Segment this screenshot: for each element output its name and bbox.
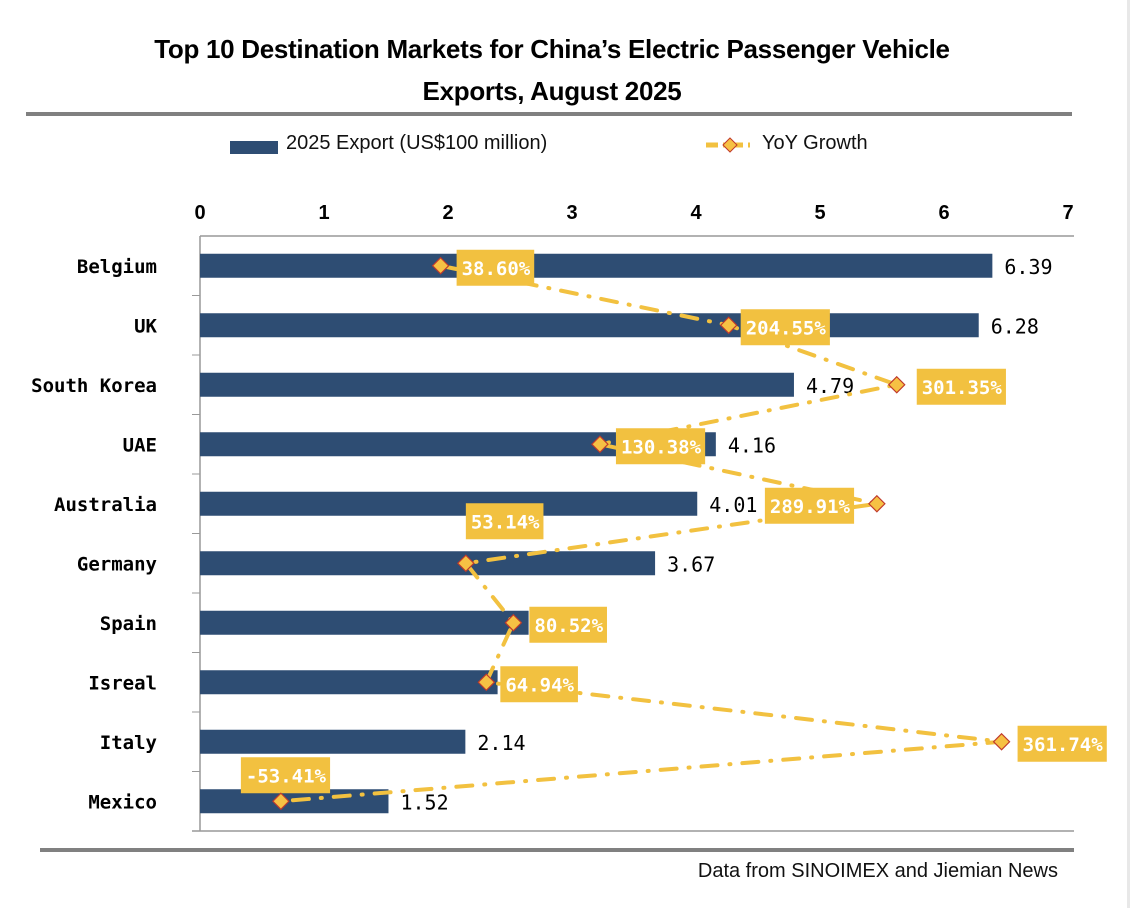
growth-marker (272, 792, 290, 811)
growth-label: 64.94% (505, 674, 574, 696)
title-divider (26, 112, 1072, 116)
growth-label: 204.55% (746, 317, 827, 339)
legend-line-swatch (706, 137, 750, 153)
legend: 2025 Export (US$100 million) YoY Growth (0, 130, 1130, 160)
bar-value-label: 2.14 (477, 731, 525, 755)
x-tick-label: 3 (566, 202, 577, 224)
chart-title-line2: Exports, August 2025 (422, 76, 682, 106)
bar (200, 729, 466, 754)
bar (200, 551, 656, 576)
growth-label: 361.74% (1023, 734, 1104, 756)
legend-line-label: YoY Growth (762, 132, 868, 154)
growth-marker (591, 435, 609, 454)
category-label: UK (134, 315, 157, 337)
bar (200, 313, 979, 338)
bar (200, 670, 498, 695)
category-label: Italy (100, 732, 157, 754)
growth-label-box (1017, 725, 1107, 762)
x-tick-label: 0 (194, 202, 205, 224)
legend-bar-swatch (230, 141, 278, 154)
category-label: Germany (77, 553, 157, 575)
growth-label: 38.60% (462, 258, 531, 280)
bar-value-label: 6.39 (1004, 255, 1052, 279)
growth-marker (504, 613, 523, 632)
source-note: Data from SINOIMEX and Jiemian News (697, 860, 1058, 882)
legend-bar-label: 2025 Export (US$100 million) (286, 132, 548, 154)
growth-label-box (740, 309, 830, 346)
growth-label: -53.41% (246, 765, 327, 787)
growth-label-box (764, 487, 855, 524)
chart-title-line1: Top 10 Destination Markets for China’s E… (154, 34, 950, 64)
growth-line (278, 263, 1002, 804)
growth-label-box (465, 503, 544, 540)
bar (200, 253, 993, 278)
category-label: Mexico (88, 791, 157, 813)
category-label: Spain (100, 613, 157, 635)
bar-value-label: 4.01 (709, 493, 757, 517)
growth-label-box (240, 757, 331, 794)
x-tick-label: 7 (1062, 202, 1073, 224)
growth-marker (719, 316, 738, 335)
category-label: UAE (123, 434, 157, 456)
bar (200, 610, 529, 635)
category-label: Isreal (88, 672, 157, 694)
growth-marker (431, 256, 450, 275)
category-label: South Korea (31, 375, 157, 397)
growth-label-box (916, 368, 1006, 405)
growth-label-box (529, 606, 607, 643)
window-edge (1127, 0, 1130, 908)
x-tick-label: 4 (690, 202, 702, 224)
category-label: Australia (54, 494, 157, 516)
growth-marker (477, 673, 496, 692)
x-tick-label: 5 (814, 202, 825, 224)
x-tick-label: 2 (442, 202, 453, 224)
growth-marker (992, 732, 1011, 751)
growth-label: 53.14% (471, 511, 540, 533)
growth-marker (887, 375, 906, 394)
chart-title: Top 10 Destination Markets for China’s E… (0, 28, 1104, 112)
growth-label-box (500, 666, 578, 703)
growth-label-box (456, 249, 535, 286)
growth-label: 301.35% (922, 377, 1003, 399)
bar-value-label: 4.16 (728, 433, 776, 457)
bar-value-label: 4.79 (806, 374, 854, 398)
growth-label-box (615, 428, 706, 465)
bar-value-label: 6.28 (991, 314, 1039, 338)
growth-label: 289.91% (770, 496, 851, 518)
bar (200, 372, 794, 397)
footer-divider (40, 848, 1074, 852)
bar-value-label: 3.67 (667, 552, 715, 576)
category-label: Belgium (77, 256, 157, 278)
growth-label: 130.38% (621, 436, 702, 458)
growth-marker (457, 554, 475, 573)
bar-value-label: 1.52 (400, 790, 448, 814)
growth-label: 80.52% (534, 615, 603, 637)
x-tick-label: 1 (318, 202, 329, 224)
bar (200, 491, 698, 516)
growth-marker (868, 494, 886, 513)
x-tick-label: 6 (938, 202, 949, 224)
